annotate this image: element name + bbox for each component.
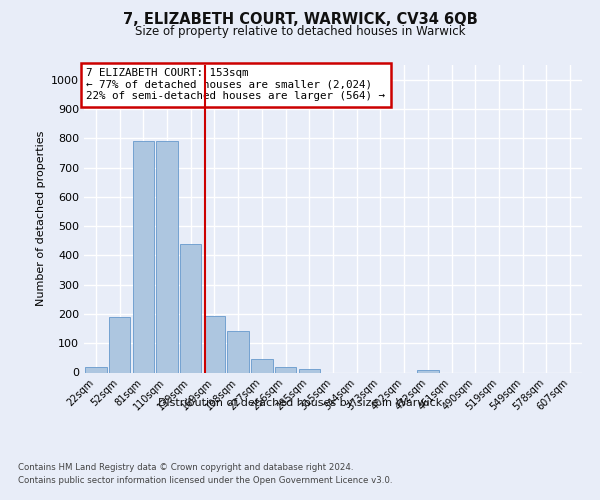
Bar [133,141,154,372]
Text: 7, ELIZABETH COURT, WARWICK, CV34 6QB: 7, ELIZABETH COURT, WARWICK, CV34 6QB [122,12,478,28]
Bar [227,330,249,372]
Bar [299,369,320,372]
Bar [417,370,439,372]
Y-axis label: Number of detached properties: Number of detached properties [35,131,46,306]
Bar [109,317,130,372]
Bar [204,316,225,372]
Bar [157,141,178,372]
Bar [275,367,296,372]
Bar [251,358,272,372]
Text: Contains HM Land Registry data © Crown copyright and database right 2024.: Contains HM Land Registry data © Crown c… [18,462,353,471]
Bar [180,244,202,372]
Bar [85,367,107,372]
Text: 7 ELIZABETH COURT: 153sqm
← 77% of detached houses are smaller (2,024)
22% of se: 7 ELIZABETH COURT: 153sqm ← 77% of detac… [86,68,385,102]
Text: Distribution of detached houses by size in Warwick: Distribution of detached houses by size … [158,398,442,407]
Text: Contains public sector information licensed under the Open Government Licence v3: Contains public sector information licen… [18,476,392,485]
Text: Size of property relative to detached houses in Warwick: Size of property relative to detached ho… [135,25,465,38]
